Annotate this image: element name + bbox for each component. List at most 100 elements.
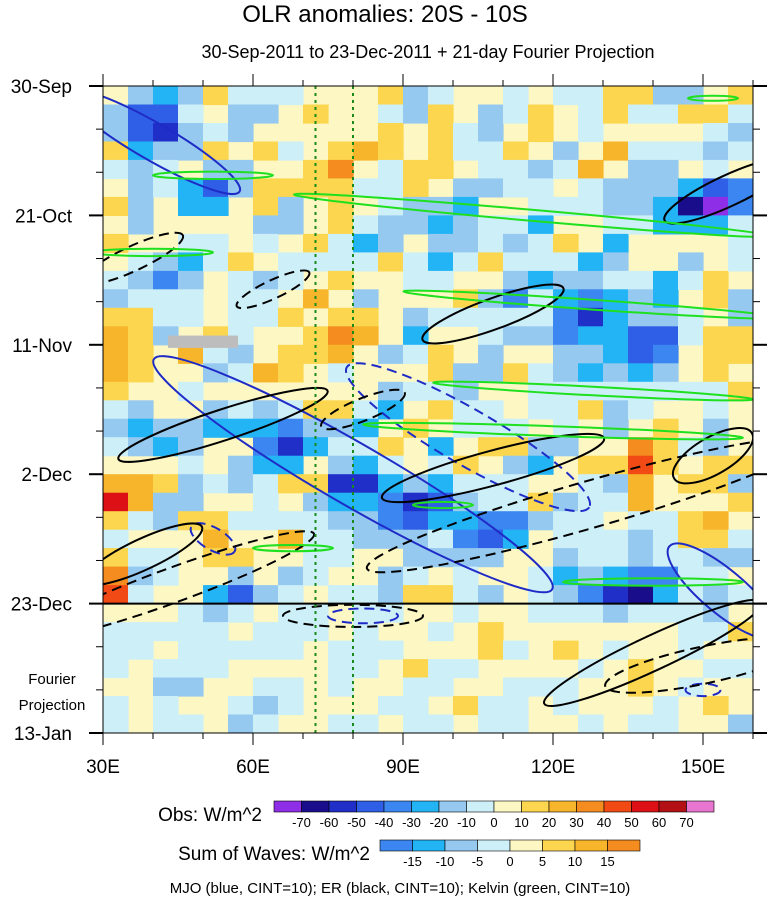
- axis-ticks: [89, 74, 767, 745]
- obs-swatch: [658, 800, 687, 813]
- field-cell: [603, 178, 629, 198]
- field-cell: [253, 141, 279, 161]
- y-tick-label: 21-Oct: [15, 206, 73, 227]
- field-cell: [228, 270, 254, 290]
- kelvin-contour: [412, 500, 474, 510]
- field-cell: [728, 233, 753, 253]
- field-cell: [553, 363, 579, 383]
- x-axis-labels: 30E 60E 90E 120E 150E: [86, 757, 725, 778]
- field-cell: [728, 104, 753, 124]
- field-cell: [678, 640, 704, 660]
- field-cell: [178, 86, 204, 106]
- field-cell: [353, 474, 379, 494]
- field-cell: [703, 696, 729, 716]
- field-cell: [103, 566, 129, 586]
- field-cell: [553, 492, 579, 512]
- field-cell: [703, 566, 729, 586]
- field-cell: [453, 252, 479, 272]
- field-cell: [303, 492, 329, 512]
- field-cell: [478, 529, 504, 549]
- field-cell: [453, 141, 479, 161]
- field-cell: [103, 585, 129, 605]
- waves-swatch: [509, 839, 543, 852]
- field-cell: [203, 344, 229, 364]
- waves-swatch: [444, 839, 478, 852]
- field-cell: [203, 622, 229, 642]
- obs-level-label: 20: [542, 815, 556, 830]
- field-cell: [303, 437, 329, 457]
- field-cell: [553, 86, 579, 106]
- field-cell: [353, 455, 379, 475]
- field-cell: [403, 566, 429, 586]
- field-cell: [578, 585, 604, 605]
- olr-anomaly-field: [103, 86, 753, 733]
- field-cell: [603, 400, 629, 420]
- field-cell: [303, 622, 329, 642]
- field-cell: [678, 585, 704, 605]
- field-cell: [378, 640, 404, 660]
- field-cell: [478, 622, 504, 642]
- field-cell: [128, 400, 154, 420]
- field-cell: [653, 363, 679, 383]
- field-cell: [378, 252, 404, 272]
- field-cell: [378, 344, 404, 364]
- field-cell: [653, 511, 679, 531]
- field-cell: [453, 178, 479, 198]
- field-cell: [553, 233, 579, 253]
- field-cell: [528, 326, 554, 346]
- field-cell: [653, 548, 679, 568]
- field-cell: [203, 418, 229, 438]
- field-cell: [428, 252, 454, 272]
- waves-level-label: 0: [506, 854, 513, 869]
- field-cell: [553, 326, 579, 346]
- field-cell: [403, 86, 429, 106]
- field-cell: [478, 178, 504, 198]
- obs-swatch: [686, 800, 715, 813]
- field-cell: [278, 178, 304, 198]
- field-cell: [578, 178, 604, 198]
- field-cell: [178, 511, 204, 531]
- field-cell: [453, 233, 479, 253]
- field-cell: [278, 622, 304, 642]
- field-cell: [103, 344, 129, 364]
- obs-level-label: -40: [375, 815, 394, 830]
- field-cell: [128, 585, 154, 605]
- field-cell: [628, 511, 654, 531]
- field-cell: [428, 270, 454, 290]
- field-cell: [728, 529, 753, 549]
- missing-data-patch: [168, 335, 238, 348]
- field-cell: [253, 696, 279, 716]
- field-cell: [553, 141, 579, 161]
- field-cell: [478, 104, 504, 124]
- field-cell: [153, 123, 179, 143]
- field-cell: [378, 511, 404, 531]
- field-cell: [403, 696, 429, 716]
- field-cell: [678, 326, 704, 346]
- field-cell: [478, 363, 504, 383]
- plot-frame: [102, 85, 754, 734]
- field-cell: [178, 659, 204, 679]
- field-cell: [578, 196, 604, 216]
- field-cell: [378, 141, 404, 161]
- field-cell: [403, 677, 429, 697]
- field-cell: [103, 307, 129, 327]
- field-cell: [228, 363, 254, 383]
- field-cell: [703, 326, 729, 346]
- field-cell: [603, 363, 629, 383]
- field-cell: [653, 196, 679, 216]
- field-cell: [678, 104, 704, 124]
- field-cell: [103, 474, 129, 494]
- field-cell: [603, 455, 629, 475]
- field-cell: [328, 307, 354, 327]
- field-cell: [253, 233, 279, 253]
- field-cell: [478, 215, 504, 235]
- er-contour: [421, 283, 565, 345]
- field-cell: [278, 344, 304, 364]
- field-cell: [378, 696, 404, 716]
- field-cell: [203, 400, 229, 420]
- field-cell: [453, 307, 479, 327]
- field-cell: [653, 307, 679, 327]
- field-cell: [128, 178, 154, 198]
- field-cell: [678, 603, 704, 623]
- field-cell: [203, 141, 229, 161]
